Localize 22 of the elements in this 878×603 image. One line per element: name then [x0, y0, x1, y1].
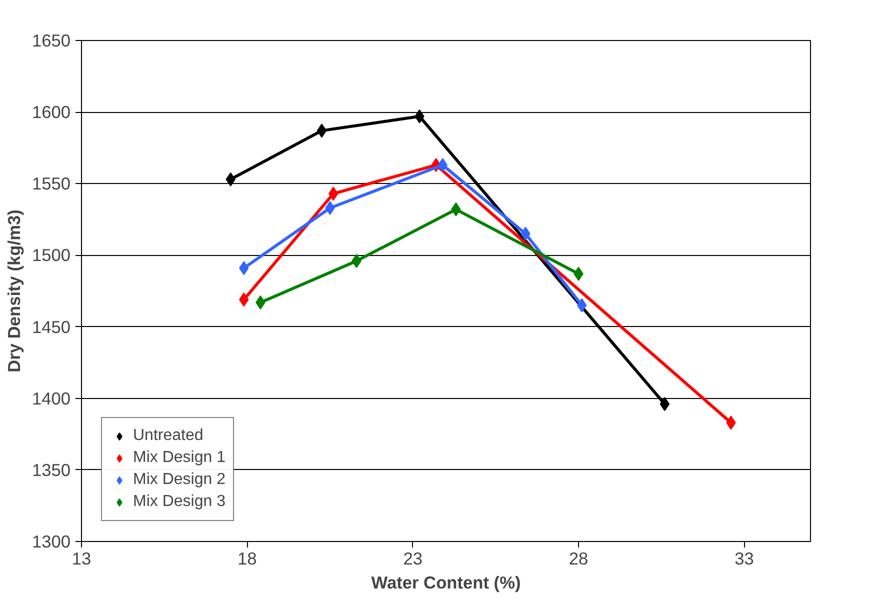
x-tick-label: 28	[568, 548, 588, 568]
y-tick-label: 1650	[32, 30, 71, 50]
y-tick-label: 1450	[32, 316, 71, 337]
x-tick-label: 13	[72, 548, 92, 568]
point	[438, 158, 448, 172]
x-axis-title: Water Content (%)	[371, 572, 521, 592]
legend-label: Mix Design 2	[133, 471, 226, 489]
point	[316, 124, 327, 138]
x-tick-label: 23	[403, 548, 423, 568]
y-tick-label: 1400	[32, 388, 71, 408]
y-axis-title: Dry Density (kg/m3)	[4, 210, 24, 372]
legend-label: Mix Design 3	[133, 493, 226, 511]
y-tick-label: 1350	[32, 460, 71, 480]
point	[660, 397, 670, 412]
y-tick-label: 1550	[32, 174, 71, 194]
y-tick-label: 1600	[32, 102, 71, 122]
y-tick-label: 1300	[32, 532, 71, 552]
legend-label: Untreated	[133, 427, 204, 445]
y-tick-label: 1500	[32, 245, 71, 266]
x-tick-label: 18	[238, 548, 257, 568]
x-tick-label: 33	[734, 548, 754, 568]
legend-label: Mix Design 1	[133, 449, 226, 467]
